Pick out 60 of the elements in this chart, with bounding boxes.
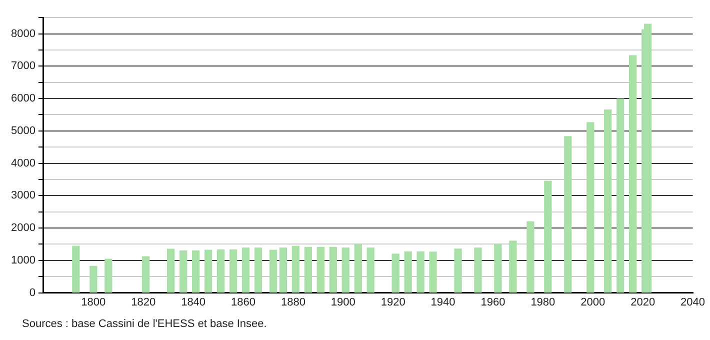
x-tick-label: 1800 — [81, 296, 106, 308]
bar — [429, 252, 437, 293]
y-tick-label: 8000 — [10, 28, 36, 40]
bar — [366, 247, 374, 293]
bar — [629, 55, 637, 293]
x-tick-label: 1840 — [181, 296, 206, 308]
x-tick-label: 1900 — [330, 296, 356, 308]
bar — [316, 246, 324, 293]
x-tick-label: 2000 — [580, 296, 606, 308]
bar — [304, 246, 312, 293]
bar — [269, 250, 278, 293]
bar — [392, 254, 400, 293]
bar — [354, 244, 362, 293]
bar — [167, 248, 175, 293]
y-tick-label: 0 — [29, 286, 36, 299]
bar — [526, 221, 534, 293]
y-tick-label: 1000 — [10, 254, 36, 266]
bar — [104, 258, 112, 293]
x-tick-label: 1880 — [280, 296, 306, 308]
bar — [454, 248, 462, 293]
x-tick-label: 1960 — [480, 296, 506, 308]
bar — [242, 247, 250, 293]
x-tick-label: 2020 — [630, 296, 656, 308]
y-tick-label: 2000 — [10, 222, 36, 234]
bar — [192, 250, 200, 293]
bar — [204, 250, 212, 293]
bar — [604, 110, 612, 293]
bar — [254, 247, 262, 293]
bar — [474, 247, 482, 293]
bar — [416, 251, 424, 293]
bar — [342, 247, 350, 293]
source-note: Sources : base Cassini de l'EHESS et base Insee. — [22, 318, 268, 330]
bar — [544, 180, 552, 293]
bar — [616, 98, 624, 293]
x-tick-label: 2040 — [680, 296, 706, 308]
bar — [644, 24, 652, 293]
y-tick-label: 4000 — [10, 157, 36, 170]
x-tick-label: 1980 — [530, 296, 556, 308]
bar — [292, 246, 300, 293]
y-tick-label: 7000 — [10, 60, 36, 72]
bar — [494, 244, 502, 293]
y-tick-label: 5000 — [10, 124, 36, 137]
bar — [564, 136, 572, 293]
bar — [229, 249, 238, 293]
bar — [404, 251, 412, 293]
bar — [90, 266, 98, 293]
x-tick-label: 1860 — [231, 296, 256, 308]
x-tick-label: 1940 — [430, 296, 456, 308]
bar — [216, 249, 225, 293]
bar — [72, 246, 80, 293]
bar — [179, 250, 188, 293]
bar — [279, 247, 288, 293]
y-tick-label: 3000 — [10, 190, 36, 202]
y-tick-label: 6000 — [10, 92, 36, 105]
x-tick-label: 1920 — [380, 296, 406, 308]
x-tick-label: 1820 — [131, 296, 156, 308]
bar — [509, 240, 517, 293]
bar — [329, 246, 337, 293]
bar — [142, 256, 150, 293]
bar — [586, 122, 594, 293]
